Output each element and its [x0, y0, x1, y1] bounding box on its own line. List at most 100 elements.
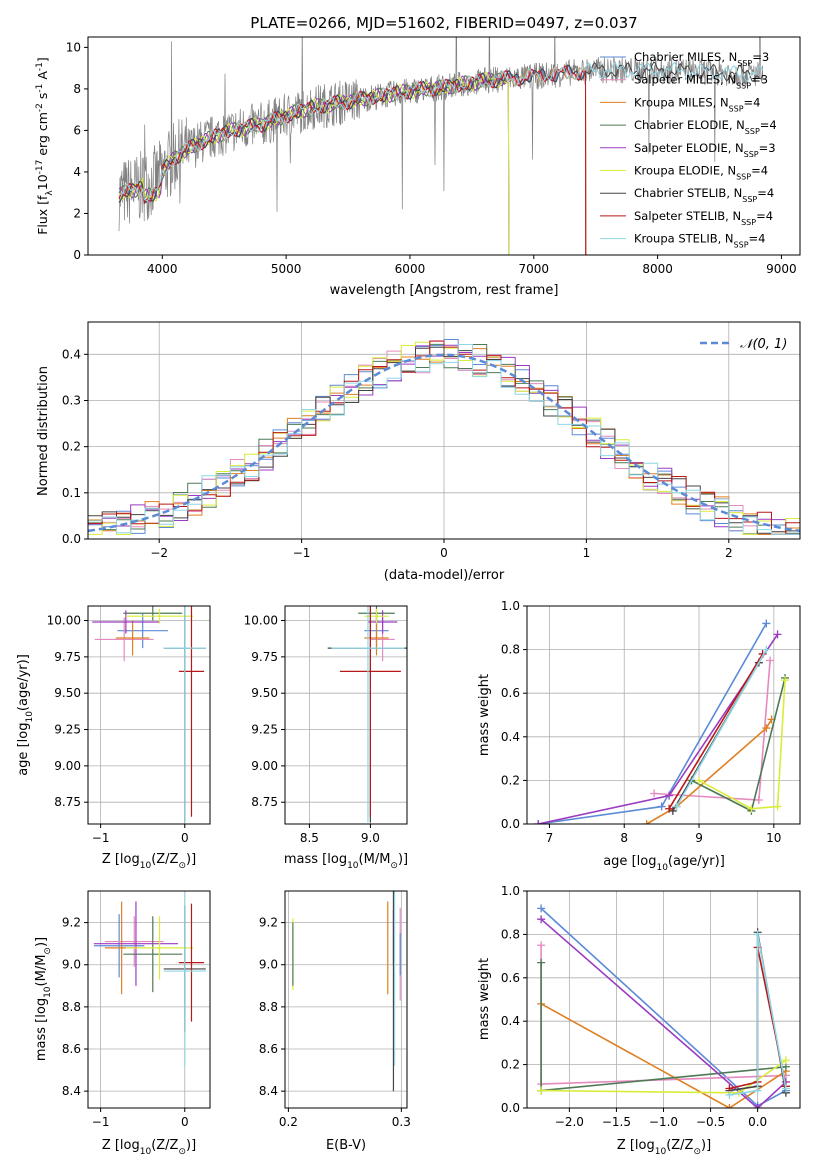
weight-marker — [642, 820, 651, 824]
y-tick-label: 0.4 — [501, 1014, 520, 1028]
y-tick-label: 9.25 — [54, 723, 81, 737]
axes-age_vs_Z: −1 0 8.75 9.00 9.25 9.50 9.75 10.00 — [47, 605, 211, 845]
y-tick-label: 0 — [73, 248, 81, 262]
y-tick-label: 9.75 — [54, 650, 81, 664]
axes-frame — [87, 890, 211, 1109]
histogram-chabrier-stelib — [88, 346, 800, 534]
y-tick-label: 10.00 — [244, 614, 278, 628]
weight-vs-Z-ylabel: mass weight — [477, 958, 492, 1040]
y-tick-label: 0.0 — [62, 532, 81, 546]
weight-marker — [725, 1090, 734, 1099]
weight-line-kroupa-elodie — [698, 680, 786, 810]
weight-marker — [762, 619, 771, 628]
weight-line-salpeter-elodie — [540, 918, 787, 1108]
x-tick-label: 9000 — [766, 262, 797, 276]
errorbars — [327, 606, 407, 823]
x-tick-label: −1.0 — [649, 1115, 678, 1129]
x-tick-label: 0.0 — [748, 1115, 767, 1129]
x-tick-label: 0 — [440, 546, 448, 560]
x-tick-label: 10 — [766, 831, 781, 845]
axes-residuals: −2 −1 0 1 2 0.0 0.1 0.2 0.3 0.4 (data-model)/error… — [36, 321, 801, 583]
axes-frame — [87, 36, 801, 256]
weight-line-salpeter-elodie — [538, 633, 779, 824]
model-fit-line-kroupa-stelib — [118, 61, 763, 202]
axes-weight_vs_age: 7 8 9 10 0.0 0.2 0.4 0.6 0.8 1.0 — [501, 599, 801, 845]
legend-label: Salpeter MILES, NSSP=3 — [634, 73, 768, 91]
x-tick-label: 8 — [620, 831, 628, 845]
legend-label: Salpeter ELODIE, NSSP=3 — [634, 141, 776, 159]
axes-frame — [526, 890, 801, 1109]
x-tick-label: −1 — [92, 831, 110, 845]
spectrum-ylabel: Flux [fλ10-17 erg cm-2 s-1 A-1] — [35, 57, 55, 235]
axes-mass_vs_Z: −1 0 8.4 8.6 8.8 9.0 9.2 — [62, 890, 211, 1129]
y-tick-label: 0.2 — [501, 773, 520, 787]
x-tick-label: 8.5 — [300, 831, 319, 845]
y-tick-label: 9.00 — [54, 759, 81, 773]
gaussian-curve — [88, 353, 800, 533]
x-tick-label: 9.0 — [361, 831, 380, 845]
x-tick-label: −1.5 — [602, 1115, 631, 1129]
weight-line-kroupa-stelib — [675, 649, 767, 807]
x-tick-label: 0 — [181, 1115, 189, 1129]
age-vs-Z-ylabel: age [log10(age/yr)] — [16, 654, 35, 776]
weight-vs-age-xlabel: age [log10(age/yr)] — [603, 854, 725, 873]
x-tick-label: −1 — [293, 546, 311, 560]
weight-marker — [534, 820, 543, 824]
y-tick-label: 8.75 — [251, 795, 278, 809]
y-tick-label: 8.8 — [62, 1000, 81, 1014]
x-tick-label: 0.2 — [279, 1115, 298, 1129]
y-tick-label: 9.50 — [251, 686, 278, 700]
y-tick-label: 9.2 — [259, 916, 278, 930]
x-tick-label: 5000 — [271, 262, 302, 276]
y-tick-label: 0.6 — [501, 686, 520, 700]
weight-marker — [781, 676, 790, 685]
x-tick-label: 6000 — [395, 262, 426, 276]
x-tick-label: 1 — [583, 546, 591, 560]
residuals-xlabel: (data-model)/error — [384, 568, 505, 583]
x-tick-label: 4000 — [147, 262, 178, 276]
axes-frame — [284, 605, 408, 825]
y-tick-label: 6 — [73, 123, 81, 137]
y-tick-label: 0.8 — [501, 927, 520, 941]
spectrum-lines — [118, 37, 764, 255]
x-tick-label: 2 — [725, 546, 733, 560]
y-tick-label: 0.0 — [501, 817, 520, 831]
errorbars — [292, 891, 401, 1092]
y-tick-label: 0.8 — [501, 643, 520, 657]
y-tick-label: 10 — [66, 40, 81, 54]
errorbars — [93, 891, 206, 1066]
legend-label: Salpeter STELIB, NSSP=4 — [634, 209, 773, 227]
x-tick-label: 7000 — [519, 262, 550, 276]
weight-line-salpeter-stelib — [668, 653, 764, 810]
errorbars — [92, 606, 206, 823]
y-tick-label: 2 — [73, 206, 81, 220]
weight-marker — [665, 804, 674, 813]
weight-vs-Z-xlabel: Z [log10(Z/Z⊙)] — [617, 1138, 711, 1157]
weight-marker — [781, 1056, 790, 1065]
x-tick-label: −2.0 — [555, 1115, 584, 1129]
axes-frame — [284, 890, 408, 1109]
x-tick-label: 8000 — [642, 262, 673, 276]
legend-label: Kroupa MILES, NSSP=4 — [634, 95, 760, 113]
legend-label: Chabrier STELIB, NSSP=4 — [634, 186, 774, 204]
weight-marker — [725, 1104, 734, 1108]
weight-marker — [766, 656, 775, 665]
x-tick-label: 0.3 — [392, 1115, 411, 1129]
weight-marker — [753, 1104, 762, 1108]
y-tick-label: 8.6 — [259, 1042, 278, 1056]
weight-marker — [773, 630, 782, 639]
y-tick-label: 0.4 — [501, 730, 520, 744]
y-tick-label: 0.6 — [501, 971, 520, 985]
y-tick-label: 9.0 — [62, 958, 81, 972]
weight-vs-age-ylabel: mass weight — [477, 674, 492, 756]
y-tick-label: 8 — [73, 82, 81, 96]
legend-label: Kroupa ELODIE, NSSP=4 — [634, 164, 768, 182]
y-tick-label: 0.3 — [62, 393, 81, 407]
histogram-salpeter-stelib — [88, 340, 800, 535]
axes-age_vs_mass: 8.5 9.0 8.75 9.00 9.25 9.50 9.75 10.00 — [244, 605, 408, 845]
age-vs-mass-xlabel: mass [log10(M/M⊙)] — [284, 852, 408, 871]
legend-label: Chabrier MILES, NSSP=3 — [634, 50, 769, 68]
y-tick-label: 0.0 — [501, 1101, 520, 1115]
y-tick-label: 9.2 — [62, 916, 81, 930]
